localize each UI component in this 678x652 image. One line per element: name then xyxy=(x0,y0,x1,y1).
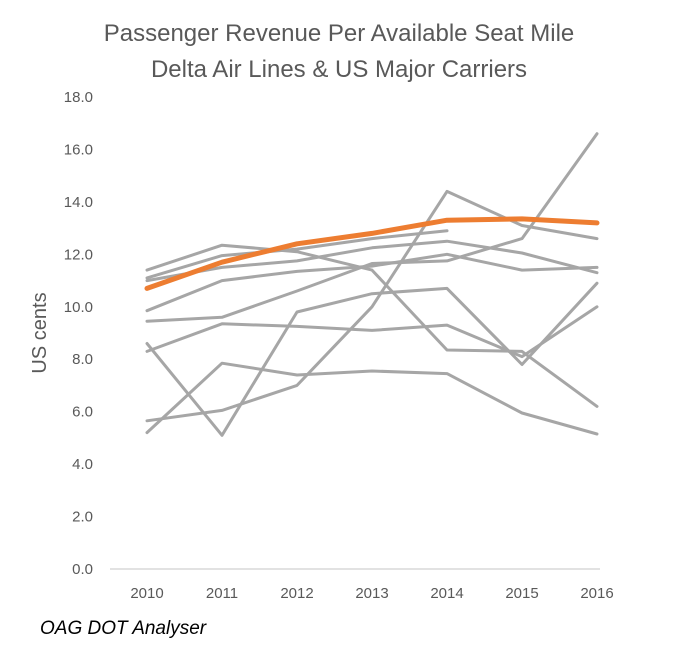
x-tick-label: 2014 xyxy=(430,585,463,602)
y-tick-label: 16.0 xyxy=(64,141,93,158)
series-lines xyxy=(144,132,600,437)
x-tick-label: 2013 xyxy=(355,585,388,602)
series-line-carrier xyxy=(145,132,599,323)
y-tick-label: 10.0 xyxy=(64,299,93,316)
series-line-delta xyxy=(144,216,600,291)
source-note: OAG DOT Analyser xyxy=(40,618,207,639)
series-line-carrier xyxy=(145,305,599,359)
y-tick-label: 8.0 xyxy=(72,351,93,368)
y-tick-label: 2.0 xyxy=(72,509,93,526)
y-tick-label: 18.0 xyxy=(64,89,93,106)
y-tick-label: 4.0 xyxy=(72,456,93,473)
x-tick-label: 2011 xyxy=(206,585,238,602)
chart-subtitle: Delta Air Lines & US Major Carriers xyxy=(150,56,528,83)
series-line-carrier xyxy=(145,229,449,280)
x-tick-label: 2012 xyxy=(280,585,313,602)
series-line-carrier xyxy=(145,252,599,313)
x-tick-label: 2015 xyxy=(505,585,538,602)
y-tick-label: 6.0 xyxy=(72,404,93,421)
series-line-carrier xyxy=(145,361,599,436)
y-axis-ticks: 0.0 2.0 4.0 6.0 8.0 10.0 12.0 14.0 16.0 18.0 xyxy=(64,89,93,578)
series-line-carrier xyxy=(145,281,599,437)
series-line-carrier xyxy=(145,239,599,283)
series-line-carrier xyxy=(145,189,599,423)
x-tick-label: 2016 xyxy=(580,585,613,602)
x-axis-ticks: 2010 2011 2012 2013 2014 2015 2016 xyxy=(130,585,613,602)
y-tick-label: 12.0 xyxy=(64,246,93,263)
x-tick-label: 2010 xyxy=(130,585,163,602)
y-tick-label: 14.0 xyxy=(64,194,93,211)
y-tick-label: 0.0 xyxy=(72,561,93,578)
series-line-carrier xyxy=(145,243,599,408)
chart-title: Passenger Revenue Per Available Seat Mil… xyxy=(103,20,575,47)
y-axis-label: US cents xyxy=(29,292,51,373)
